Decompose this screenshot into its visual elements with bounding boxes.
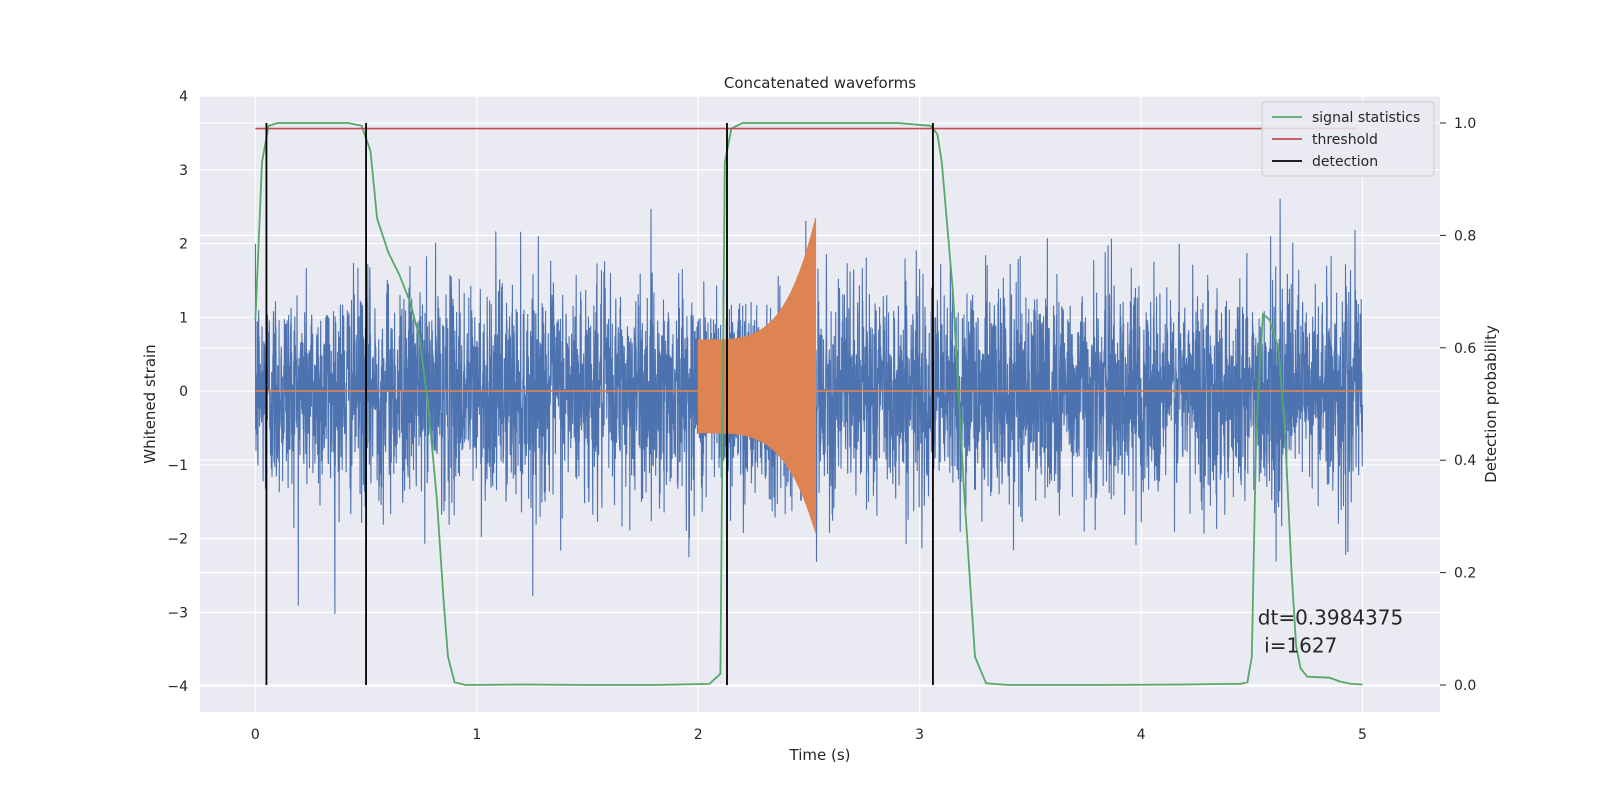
y-tick-label-1: −3 xyxy=(167,605,188,621)
annotation-dt: dt=0.3984375 xyxy=(1258,605,1403,629)
annotation-i: i=1627 xyxy=(1258,633,1338,657)
y-tick-label-8: 4 xyxy=(179,89,188,105)
y2-tick-label-3: 0.6 xyxy=(1454,341,1476,357)
y2-ticks: 0.0 0.2 0.4 0.6 0.8 1.0 xyxy=(1440,116,1476,694)
y2-tick-label-4: 0.8 xyxy=(1454,228,1476,244)
y2-tick-label-5: 1.0 xyxy=(1454,116,1476,132)
y-tick-label-7: 3 xyxy=(179,163,188,179)
legend-label-threshold: threshold xyxy=(1312,132,1378,148)
y2-axis-label: Detection probability xyxy=(1482,325,1500,483)
signal-burst xyxy=(697,217,817,533)
x-tick-label-5: 5 xyxy=(1358,727,1367,743)
probability-series xyxy=(254,122,1363,686)
x-tick-label-2: 2 xyxy=(694,727,703,743)
annotation: dt=0.3984375 i=1627 xyxy=(1258,605,1403,657)
legend: signal statistics threshold detection xyxy=(1261,101,1435,177)
x-tick-label-3: 3 xyxy=(915,727,924,743)
x-tick-label-1: 1 xyxy=(472,727,481,743)
y-axis-label: Whitened strain xyxy=(141,344,159,463)
x-tick-label-4: 4 xyxy=(1137,727,1146,743)
injected-signal-series xyxy=(255,217,1363,533)
y-tick-label-2: −2 xyxy=(167,532,188,548)
x-tick-label-0: 0 xyxy=(251,727,260,743)
y-tick-label-6: 2 xyxy=(179,237,188,253)
x-axis-label: Time (s) xyxy=(789,746,851,764)
y-tick-label-5: 1 xyxy=(179,310,188,326)
y-ticks: −4 −3 −2 −1 0 1 2 3 4 xyxy=(167,89,188,695)
y-tick-label-4: 0 xyxy=(179,384,188,400)
x-ticks: 0 1 2 3 4 5 xyxy=(251,727,1367,743)
y-tick-label-0: −4 xyxy=(167,679,188,695)
y2-tick-label-2: 0.4 xyxy=(1454,453,1476,469)
y-tick-label-3: −1 xyxy=(167,458,188,474)
chart-title: Concatenated waveforms xyxy=(724,74,916,92)
legend-label-detection: detection xyxy=(1312,154,1378,170)
y2-tick-label-0: 0.0 xyxy=(1454,678,1476,694)
signal-statistics-line xyxy=(254,122,1363,686)
legend-label-signal-statistics: signal statistics xyxy=(1312,110,1420,126)
plot-area xyxy=(254,122,1364,686)
legend-box xyxy=(1261,101,1435,177)
y2-tick-label-1: 0.2 xyxy=(1454,566,1476,582)
